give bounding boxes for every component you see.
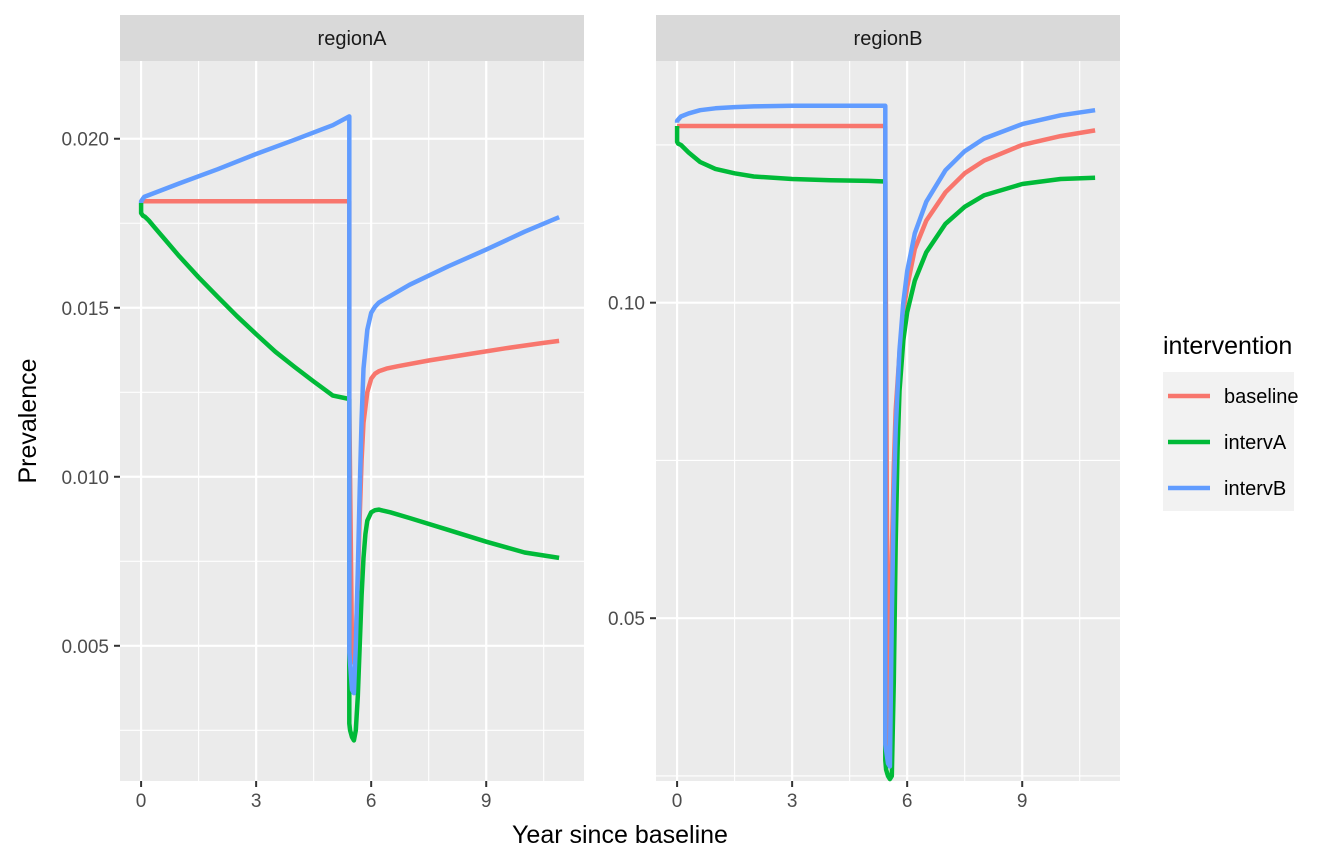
x-axis-title: Year since baseline xyxy=(512,821,728,849)
y-axis-title: Prevalence xyxy=(14,358,42,483)
x-tick-label: 0 xyxy=(136,791,147,812)
series-line-intervA xyxy=(674,126,1096,782)
x-tick-label: 9 xyxy=(1017,791,1028,812)
x-tick-label: 6 xyxy=(902,791,913,812)
panel-regionA: regionA 0.005 0.010 0.015 0.020 0 3 6 9 xyxy=(61,15,584,812)
legend-label-intervA: intervA xyxy=(1224,432,1287,454)
series-line-baseline xyxy=(141,199,560,665)
y-tick-label: 0.10 xyxy=(608,294,645,315)
strip-label-regionA: regionA xyxy=(318,28,388,50)
x-tick-label: 9 xyxy=(481,791,492,812)
legend-title: intervention xyxy=(1163,332,1292,360)
y-axis: 0.05 0.10 xyxy=(608,294,656,630)
x-axis: 0 3 6 9 xyxy=(136,781,492,812)
legend-label-intervB: intervB xyxy=(1224,478,1286,500)
y-tick-label: 0.010 xyxy=(61,468,109,489)
series-line-intervA xyxy=(138,203,560,743)
legend-label-baseline: baseline xyxy=(1224,386,1299,408)
x-axis: 0 3 6 9 xyxy=(672,781,1028,812)
strip-background xyxy=(656,15,1120,61)
gridlines xyxy=(120,61,584,781)
strip-label-regionB: regionB xyxy=(854,28,923,50)
y-tick-label: 0.015 xyxy=(61,299,109,320)
y-axis: 0.005 0.010 0.015 0.020 xyxy=(61,130,120,658)
series-line-intervB xyxy=(674,103,1096,769)
series-lines xyxy=(674,103,1096,782)
y-tick-label: 0.05 xyxy=(608,609,645,630)
x-tick-label: 3 xyxy=(251,791,262,812)
x-tick-label: 6 xyxy=(366,791,377,812)
legend: intervention baseline intervA intervB xyxy=(1163,332,1299,511)
strip-background xyxy=(120,15,584,61)
x-tick-label: 0 xyxy=(672,791,683,812)
series-line-intervB xyxy=(138,114,560,696)
x-tick-label: 3 xyxy=(787,791,798,812)
y-tick-label: 0.020 xyxy=(61,130,109,151)
y-tick-label: 0.005 xyxy=(61,637,109,658)
panel-regionB: regionB 0.05 0.10 0 3 6 9 xyxy=(608,15,1120,812)
series-lines xyxy=(138,114,560,743)
